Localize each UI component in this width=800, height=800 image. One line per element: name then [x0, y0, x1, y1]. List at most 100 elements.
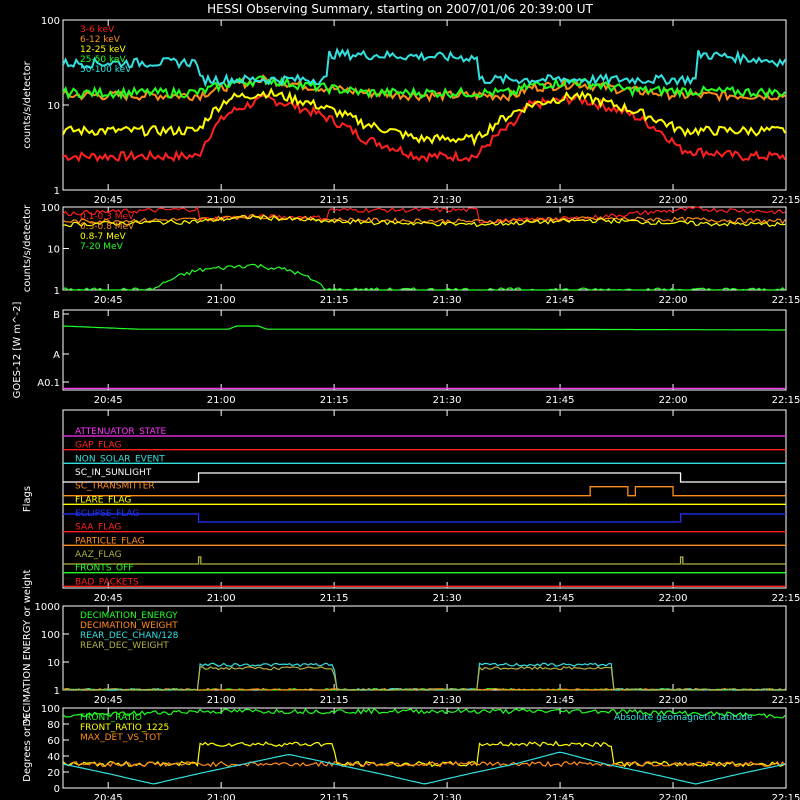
x-tick-label: 21:00: [207, 295, 236, 306]
x-tick-label: 22:00: [659, 695, 688, 706]
legend-entry: 0.8-7 MeV: [80, 232, 126, 242]
y-axis-label-highE: counts/s/detector: [22, 204, 33, 292]
x-tick-label: 21:30: [433, 793, 462, 800]
x-tick-label: 21:45: [546, 295, 575, 306]
legend-entry: REAR_DEC_CHAN/128: [80, 631, 179, 641]
x-tick-label: 21:15: [320, 195, 349, 206]
x-tick-label: 20:45: [94, 295, 123, 306]
x-tick-label: 22:15: [772, 395, 800, 406]
x-tick-label: 21:45: [546, 695, 575, 706]
annotation: Absolute geomagnetic latitude: [614, 713, 753, 723]
x-tick-label: 21:00: [207, 195, 236, 206]
series-line: [62, 92, 787, 164]
y-tick-label: 10: [47, 101, 60, 112]
y-axis-label-decim: DECIMATION ENERGY or weight: [22, 569, 33, 726]
x-tick-label: 21:45: [546, 793, 575, 800]
x-tick-label: 21:30: [433, 295, 462, 306]
flag-label: NON_SOLAR_EVENT: [75, 454, 165, 464]
flag-label: ATTENUATOR_STATE: [75, 427, 167, 437]
y-tick-label: 100: [41, 203, 60, 214]
y-tick-label: 80: [47, 720, 60, 731]
x-tick-label: 22:15: [772, 793, 800, 800]
x-tick-label: 21:15: [320, 695, 349, 706]
x-tick-label: 21:00: [207, 593, 236, 604]
y-axis-label-percent: Degrees or %: [22, 714, 33, 782]
y-tick-label: 40: [47, 752, 60, 763]
y-tick-label: 1: [54, 286, 60, 297]
y-tick-label: 0: [54, 784, 60, 795]
series-line: [63, 662, 786, 691]
x-tick-label: 20:45: [94, 793, 123, 800]
legend-entry: 6-12 keV: [80, 35, 121, 45]
series-line: [62, 75, 786, 101]
x-tick-label: 21:15: [320, 295, 349, 306]
x-tick-label: 21:30: [433, 593, 462, 604]
flag-label: SC_TRANSMITTER: [75, 482, 155, 492]
y-tick-label: 20: [47, 768, 60, 779]
legend-entry: DECIMATION_ENERGY: [80, 611, 178, 621]
legend-entry: 7-20 MeV: [80, 242, 124, 252]
legend-entry: 3-6 keV: [80, 25, 115, 35]
series-line: [62, 263, 786, 291]
x-tick-label: 20:45: [94, 695, 123, 706]
series-line: [62, 740, 786, 768]
legend-entry: 50-100 keV: [80, 65, 132, 75]
flag-line: [63, 513, 786, 523]
legend-entry: 0.1-0.3 MeV: [80, 212, 135, 222]
series-line: [62, 87, 787, 147]
series-line: [62, 205, 786, 224]
legend-entry: FRONT_RATIO_1225: [80, 723, 169, 733]
legend-entry: 12-25 keV: [80, 45, 126, 55]
x-tick-label: 21:45: [546, 195, 575, 206]
x-tick-label: 20:45: [94, 593, 123, 604]
series-line: [62, 751, 786, 785]
y-tick-label: B: [53, 310, 60, 321]
legend-entry: DECIMATION_WEIGHT: [80, 621, 178, 631]
x-tick-label: 20:45: [94, 395, 123, 406]
x-tick-label: 21:15: [320, 593, 349, 604]
x-tick-label: 21:45: [546, 593, 575, 604]
legend-entry: FRONT_RATIO: [80, 713, 142, 723]
legend-entry: REAR_DEC_WEIGHT: [80, 641, 169, 651]
x-tick-label: 22:00: [659, 793, 688, 800]
y-axis-label-lowE: counts/s/detector: [22, 60, 33, 148]
y-tick-label: A: [53, 350, 60, 361]
x-tick-label: 21:30: [433, 695, 462, 706]
series-line: [62, 707, 786, 719]
x-tick-label: 22:00: [659, 395, 688, 406]
flag-line: [63, 556, 786, 565]
x-tick-label: 21:00: [207, 695, 236, 706]
legend-entry: MAX_DET_VS_TOT: [80, 733, 162, 743]
panel-frame-lowE: [62, 19, 787, 191]
legend-entry: 25-50 keV: [80, 55, 126, 65]
flag-line: [63, 486, 786, 497]
x-tick-label: 21:15: [320, 395, 349, 406]
flag-label: SC_IN_SUNLIGHT: [75, 468, 152, 478]
series-line: [62, 214, 786, 228]
y-axis-label-flags: Flags: [22, 486, 33, 512]
y-tick-label: A0.1: [37, 378, 60, 389]
flag-label: GAP_FLAG: [75, 441, 121, 451]
flag-line: [63, 472, 786, 483]
x-tick-label: 21:30: [433, 195, 462, 206]
flag-label: ECLIPSE_FLAG: [75, 509, 139, 519]
flag-label: PARTICLE_FLAG: [75, 536, 145, 546]
flag-label: SAA_FLAG: [75, 523, 121, 533]
series-line: [62, 213, 786, 225]
x-tick-label: 22:00: [659, 195, 688, 206]
flag-label: AAZ_FLAG: [75, 550, 122, 560]
y-axis-label-goes: GOES-12 [W m^-2]: [12, 302, 23, 399]
series-line: [62, 46, 787, 88]
x-tick-label: 21:00: [207, 395, 236, 406]
panel-frame-flags: [62, 409, 787, 589]
flag-label: FRONTS_OFF: [75, 564, 133, 574]
x-tick-label: 20:45: [94, 195, 123, 206]
flag-label: BAD_PACKETS: [75, 577, 139, 587]
panel-frame-percent: [62, 707, 787, 789]
y-tick-label: 1000: [35, 602, 60, 613]
chart-title: HESSI Observing Summary, starting on 200…: [207, 2, 593, 16]
x-tick-label: 22:00: [659, 295, 688, 306]
y-tick-label: 10: [47, 245, 60, 256]
y-tick-label: 1: [54, 186, 60, 197]
